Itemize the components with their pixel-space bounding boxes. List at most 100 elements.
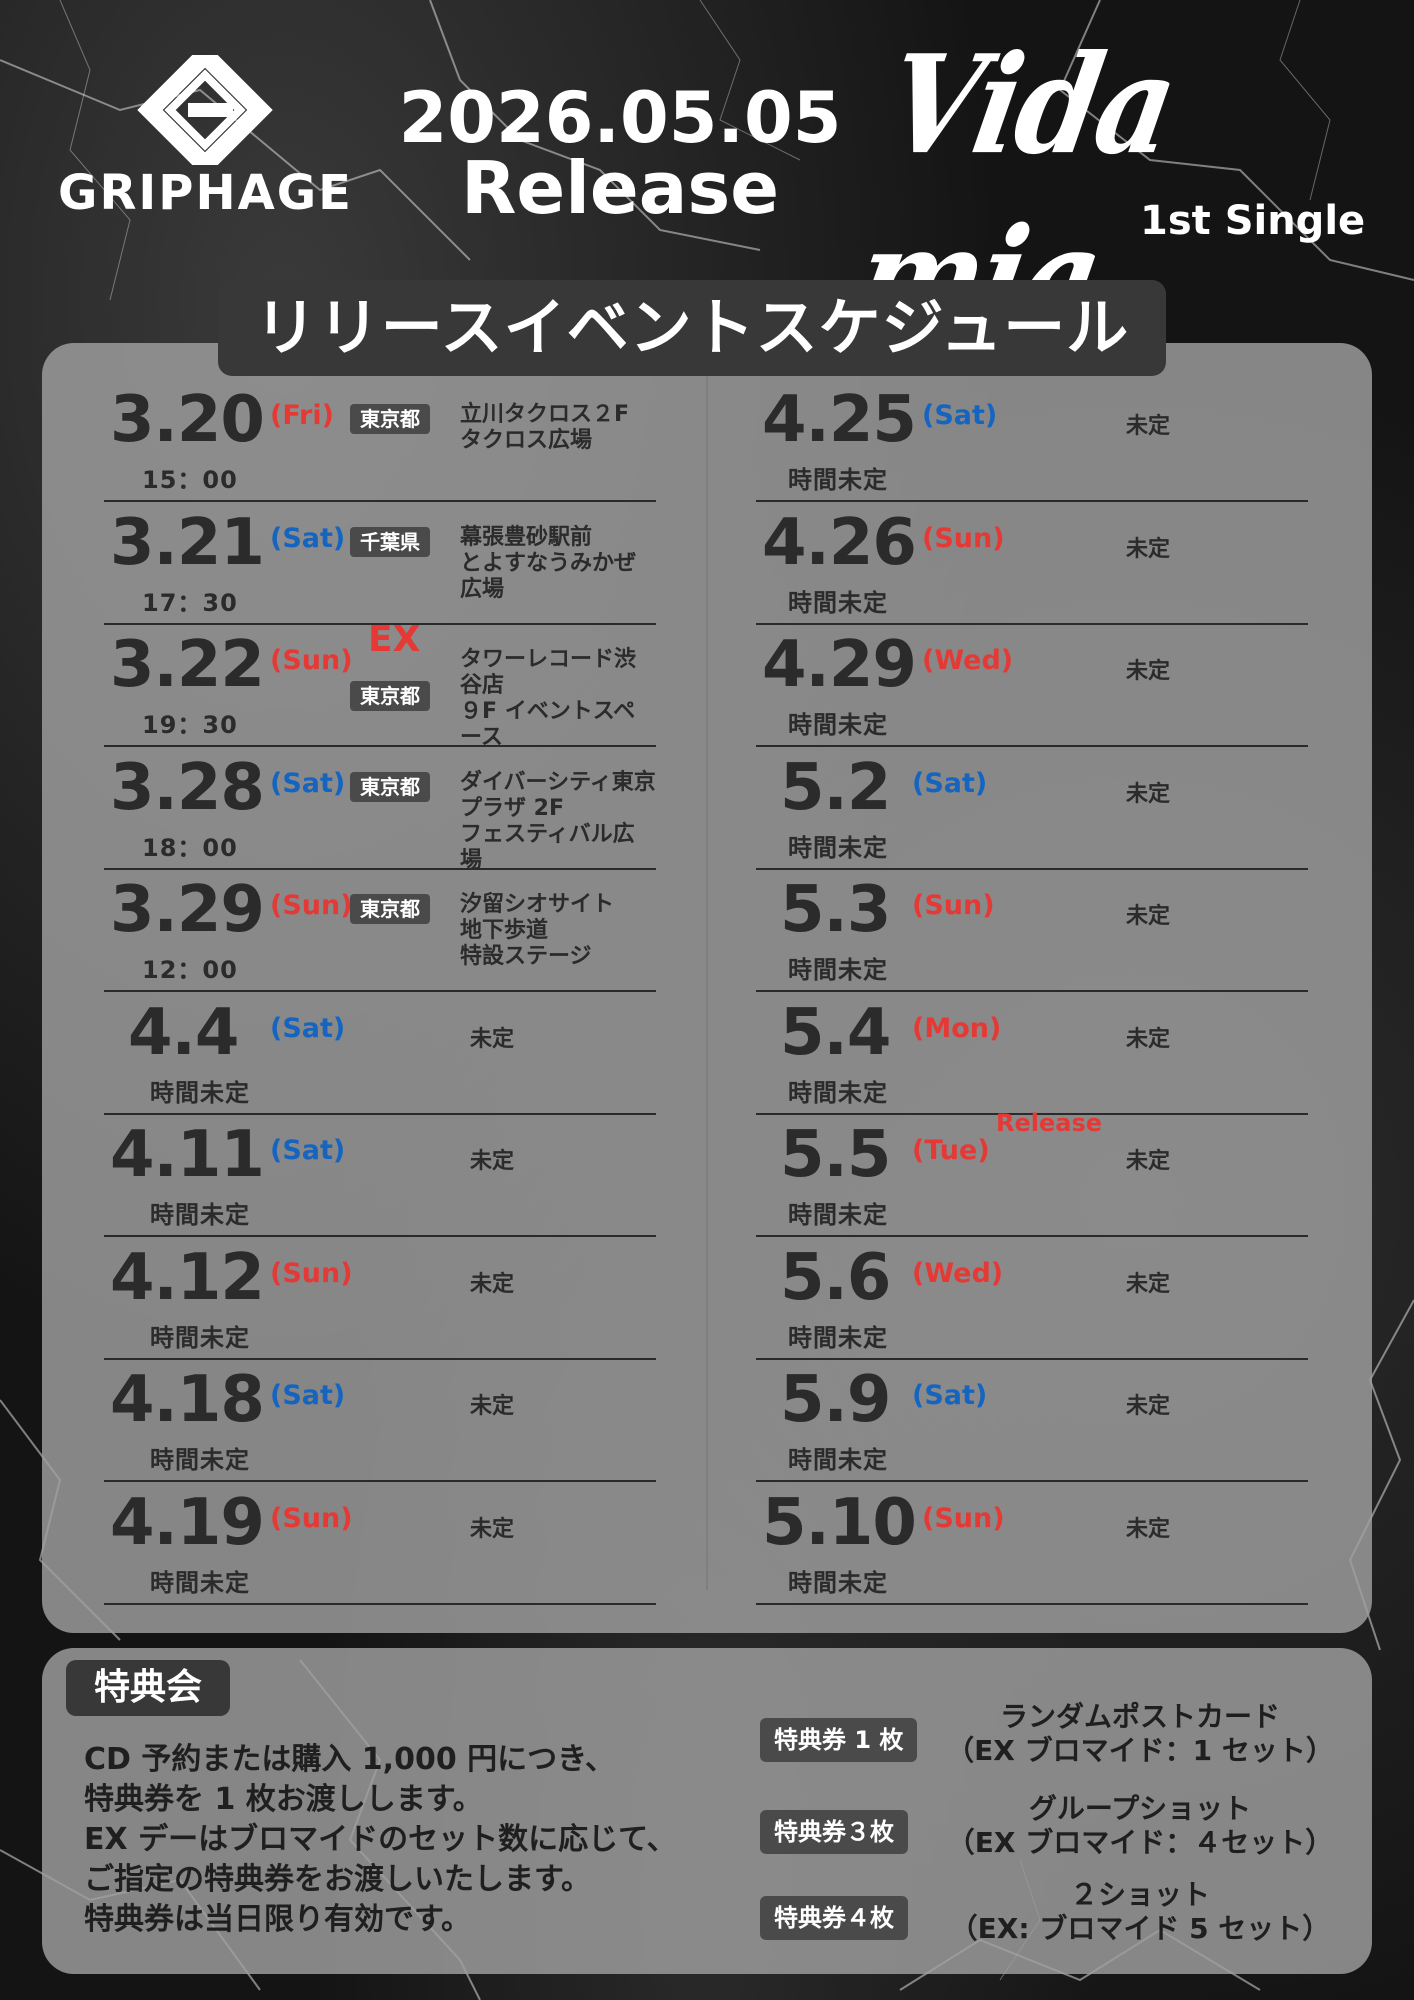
event-row: 3.29 (Sun) 12：00 東京都 汐留シオサイト 地下歩道 特設ステージ <box>104 870 656 992</box>
event-row: 4.12 (Sun) 時間未定 未定 <box>104 1238 656 1360</box>
event-venue: ダイバーシティ東京 プラザ 2F フェスティバル広場 <box>460 769 656 873</box>
event-venue: 幕張豊砂駅前 とよすなうみかぜ広場 <box>460 524 637 602</box>
event-row: 3.20 (Fri) 15：00 東京都 立川タクロス２F タクロス広場 <box>104 380 656 502</box>
bonus-line: CD 予約または購入 1,000 円につき、 <box>84 1742 616 1777</box>
event-day: (Sat) <box>912 767 988 799</box>
row-divider <box>756 1357 1308 1360</box>
event-row: 5.6 (Wed) 時間未定 未定 <box>756 1238 1308 1360</box>
event-venue: 未定 <box>1126 904 1171 929</box>
prefecture-badge: 千葉県 <box>350 526 430 557</box>
ticket-desc-1: ランダムポストカード （EX ブロマイド：1 セット） <box>920 1700 1360 1768</box>
event-date: 5.5 <box>780 1118 891 1192</box>
event-day: (Sun) <box>922 1502 1005 1534</box>
event-venue: 汐留シオサイト 地下歩道 特設ステージ <box>460 892 615 969</box>
event-day: (Sat) <box>270 767 346 799</box>
row-divider <box>756 745 1308 747</box>
event-date: 5.3 <box>780 873 891 947</box>
event-day: (Sat) <box>270 1135 346 1166</box>
event-date: 3.20 <box>110 383 265 457</box>
ticket-desc-main: ランダムポストカード <box>999 1700 1280 1733</box>
event-date: 3.21 <box>110 505 265 580</box>
event-day: (Sun) <box>912 890 995 921</box>
row-divider <box>756 1480 1308 1482</box>
event-row: 5.3 (Sun) 時間未定 未定 <box>756 870 1308 992</box>
event-row: 3.28 (Sat) 18：00 東京都 ダイバーシティ東京 プラザ 2F フェスティバ… <box>104 748 656 873</box>
event-row: 4.18 (Sat) 時間未定 未定 <box>104 1360 656 1482</box>
event-row: 4.26 (Sun) 時間未定 未定 <box>756 503 1308 625</box>
row-divider <box>104 500 656 502</box>
row-divider <box>756 500 1308 502</box>
event-date: 4.18 <box>110 1363 265 1437</box>
event-time: 時間未定 <box>150 1078 250 1107</box>
event-time: 時間未定 <box>788 833 888 862</box>
event-venue: 未定 <box>1126 536 1171 562</box>
event-time: 19：30 <box>142 711 238 739</box>
event-row: 5.4 (Mon) 時間未定 未定 <box>756 993 1308 1115</box>
bonus-line: ご指定の特典券をお渡しいたします。 <box>84 1862 591 1897</box>
logo-text: GRIPHAGE <box>58 165 353 221</box>
row-divider <box>756 1235 1308 1237</box>
event-day: (Wed) <box>912 1257 1004 1289</box>
event-day: (Sat) <box>922 400 998 431</box>
single-title: Vida mia <box>845 24 1186 357</box>
event-row: 5.2 (Sat) 時間未定 未定 <box>756 748 1308 870</box>
event-time: 時間未定 <box>150 1568 250 1597</box>
event-day: (Fri) <box>270 400 334 431</box>
event-day: (Sun) <box>270 1257 353 1289</box>
event-time: 時間未定 <box>788 1201 888 1229</box>
event-day: (Sat) <box>270 522 346 554</box>
event-date: 4.19 <box>110 1485 265 1560</box>
event-date: 3.22 <box>110 628 265 702</box>
event-date: 5.10 <box>762 1485 917 1560</box>
event-date: 3.29 <box>110 873 265 947</box>
event-day: (Sun) <box>270 645 353 676</box>
event-date: 3.28 <box>110 750 265 825</box>
event-venue: 未定 <box>470 1516 515 1542</box>
row-divider <box>756 1112 1308 1115</box>
event-time: 時間未定 <box>788 1323 888 1352</box>
row-divider <box>104 867 656 870</box>
row-divider <box>104 1235 656 1237</box>
event-time: 12：00 <box>142 956 238 984</box>
event-day: (Sat) <box>912 1380 988 1411</box>
bonus-description: CD 予約または購入 1,000 円につき、 特典券を 1 枚お渡しします。 E… <box>84 1740 734 1940</box>
row-divider <box>104 1480 656 1482</box>
bonus-line: EX デーはブロマイドのセット数に応じて、 <box>84 1822 677 1857</box>
logo-mark-icon <box>137 55 273 165</box>
event-date: 4.29 <box>762 628 917 702</box>
event-venue: 未定 <box>470 1149 515 1174</box>
prefecture-badge: 東京都 <box>350 404 430 434</box>
ticket-label-3: 特典券３枚 <box>760 1810 908 1854</box>
event-day: (Tue) <box>912 1135 990 1166</box>
ticket-desc-3: グループショット （EX ブロマイド：４セット） <box>920 1792 1360 1860</box>
event-day: (Sun) <box>270 890 353 921</box>
schedule-title: リリースイベントスケジュール <box>218 280 1166 376</box>
event-row: 5.5 (Tue) 時間未定 未定 Release <box>756 1109 1308 1237</box>
row-divider <box>104 745 656 747</box>
event-time: 17：30 <box>142 588 238 617</box>
ticket-label-4: 特典券４枚 <box>760 1896 908 1940</box>
row-divider <box>756 622 1308 625</box>
row-divider <box>756 1602 1308 1605</box>
event-venue: 未定 <box>470 1271 515 1297</box>
column-divider <box>706 370 708 1590</box>
event-tag: Release <box>996 1109 1103 1137</box>
bonus-panel <box>42 1648 1372 1974</box>
event-row: 4.11 (Sat) 時間未定 未定 <box>104 1115 656 1237</box>
event-time: 時間未定 <box>788 466 888 494</box>
ticket-desc-4: ２ショット （EX: ブロマイド 5 セット） <box>920 1878 1360 1946</box>
event-row: 3.22 (Sun) 19：30 東京都 タワーレコード渋谷店 ９F イベントスペース E… <box>104 619 656 750</box>
bonus-line: 特典券を 1 枚お渡しします。 <box>84 1782 483 1817</box>
row-divider <box>104 990 656 992</box>
event-time: 時間未定 <box>150 1323 250 1352</box>
event-date: 4.12 <box>110 1240 265 1315</box>
event-venue: 未定 <box>1126 1516 1171 1542</box>
row-divider <box>756 990 1308 992</box>
row-divider <box>104 1357 656 1360</box>
bonus-line: 特典券は当日限り有効です。 <box>84 1902 471 1937</box>
event-day: (Sun) <box>922 522 1005 554</box>
event-date: 5.6 <box>780 1240 891 1315</box>
event-row: 4.29 (Wed) 時間未定 未定 <box>756 625 1308 747</box>
prefecture-badge: 東京都 <box>350 681 430 711</box>
event-venue: 未定 <box>1126 1026 1171 1052</box>
